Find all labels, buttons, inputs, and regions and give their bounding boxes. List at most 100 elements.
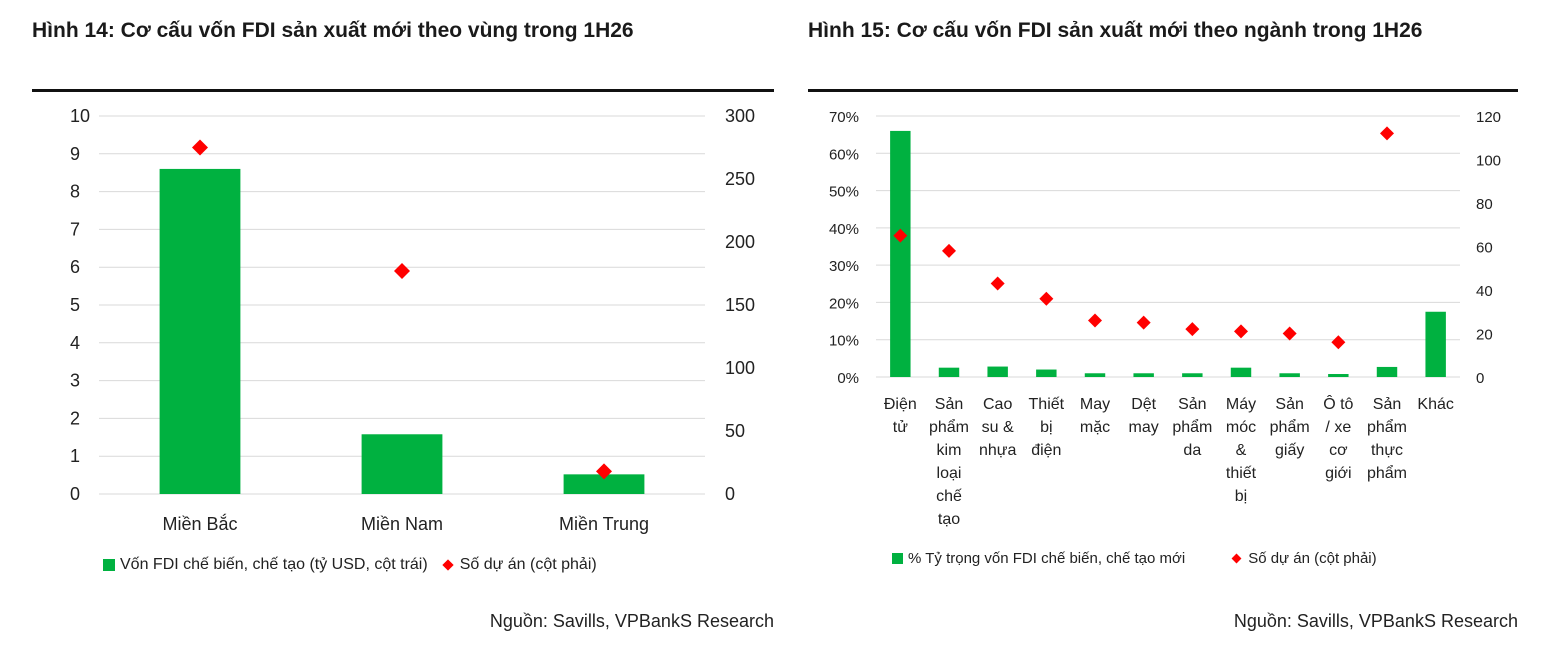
category-label: giấy: [1275, 442, 1304, 459]
y-left-tick-label: 10: [70, 106, 90, 126]
figure-15-title: Hình 15: Cơ cấu vốn FDI sản xuất mới the…: [808, 19, 1423, 42]
category-label: phẩm: [929, 418, 969, 436]
legend-bar-label: Vốn FDI chế biến, chế tạo (tỷ USD, cột t…: [120, 556, 428, 573]
category-label: móc: [1226, 419, 1256, 436]
category-label: su &: [982, 419, 1014, 436]
figure-14-title: Hình 14: Cơ cấu vốn FDI sản xuất mới the…: [32, 19, 634, 42]
y-left-tick-label: 7: [70, 219, 80, 239]
marker-diamond: [1234, 324, 1248, 339]
marker-diamond: [596, 463, 612, 480]
chart-14-legend: Vốn FDI chế biến, chế tạo (tỷ USD, cột t…: [103, 556, 597, 574]
marker-diamond: [192, 139, 208, 156]
y-right-tick-label: 50: [725, 421, 745, 441]
category-label: phẩm: [1172, 418, 1212, 436]
category-label: thiết: [1226, 465, 1257, 482]
y-right-tick-label: 120: [1476, 109, 1501, 126]
y-left-tick-label: 30%: [829, 258, 859, 275]
category-label: da: [1183, 442, 1201, 459]
y-left-tick-label: 0: [70, 484, 80, 504]
category-label: loại: [937, 465, 962, 482]
y-right-tick-label: 100: [725, 358, 755, 378]
y-left-tick-label: 8: [70, 182, 80, 202]
bar: [1133, 373, 1154, 377]
y-right-tick-label: 300: [725, 106, 755, 126]
y-left-tick-label: 70%: [829, 109, 859, 126]
category-label: Khác: [1417, 396, 1453, 413]
marker-diamond: [1185, 322, 1200, 337]
bar: [1376, 366, 1398, 377]
bar: [1425, 311, 1446, 377]
bar: [563, 474, 645, 494]
marker-diamond: [893, 228, 908, 243]
category-label: bị: [1235, 488, 1247, 505]
y-left-tick-label: 40%: [829, 221, 859, 238]
bar: [1036, 369, 1057, 377]
bar: [890, 130, 911, 377]
category-label: Sản: [1275, 396, 1303, 413]
figure-14-source: Nguồn: Savills, VPBankS Research: [489, 611, 774, 631]
marker-diamond: [1380, 126, 1394, 141]
y-left-tick-label: 0%: [837, 370, 859, 387]
figure-15: Hình 15: Cơ cấu vốn FDI sản xuất mới the…: [800, 0, 1544, 644]
legend-diamond-swatch: [442, 559, 454, 571]
bar: [159, 168, 241, 495]
category-label: phẩm: [1367, 464, 1407, 482]
chart-15: 0% 10% 20% 30% 40% 50% 60% 70% 0 20 40 60 80 100 120 Đi…: [829, 109, 1501, 528]
y-left-tick-label: 20%: [829, 295, 859, 312]
category-label: Máy: [1226, 396, 1256, 413]
category-label: Thiết: [1029, 396, 1065, 413]
category-label: tử: [893, 419, 908, 436]
figure-15-source: Nguồn: Savills, VPBankS Research: [1233, 611, 1518, 631]
category-label: phẩm: [1270, 418, 1310, 436]
y-right-tick-label: 0: [725, 484, 735, 504]
y-right-tick-label: 200: [725, 232, 755, 252]
category-label: điện: [1031, 442, 1061, 459]
marker-diamond: [1331, 335, 1346, 350]
category-label: chế: [936, 488, 962, 505]
legend-diamond-label: Số dự án (cột phải): [459, 556, 597, 573]
bar: [1230, 367, 1252, 377]
figure-14-rule: [32, 89, 774, 92]
chart-15-legend: % Tỷ trọng vốn FDI chế biến, chế tạo mới…: [892, 550, 1377, 567]
category-label: nhựa: [979, 442, 1017, 459]
y-right-tick-label: 250: [725, 169, 755, 189]
bar: [1084, 373, 1106, 377]
legend-bar-swatch: [103, 559, 115, 571]
category-label: Dệt: [1131, 396, 1156, 413]
y-right-tick-label: 80: [1476, 196, 1493, 213]
category-label: may: [1129, 419, 1159, 436]
bar: [1328, 374, 1349, 377]
y-right-tick-label: 60: [1476, 240, 1493, 257]
y-left-tick-label: 2: [70, 408, 80, 428]
marker-diamond: [1136, 315, 1151, 330]
category-label: mặc: [1080, 419, 1110, 436]
bar: [1279, 373, 1300, 377]
marker-diamond: [1282, 326, 1297, 341]
category-label: giới: [1325, 465, 1352, 482]
bar: [987, 366, 1008, 377]
category-label: Điện: [884, 396, 917, 413]
figure-15-rule: [808, 89, 1518, 92]
category-label: bị: [1040, 419, 1052, 436]
y-left-tick-label: 60%: [829, 146, 859, 163]
y-left-tick-label: 5: [70, 295, 80, 315]
category-label: / xe: [1325, 419, 1351, 436]
y-right-tick-label: 40: [1476, 283, 1493, 300]
category-label: Sản: [1373, 396, 1401, 413]
y-left-tick-label: 9: [70, 144, 80, 164]
figure-14: Hình 14: Cơ cấu vốn FDI sản xuất mới the…: [0, 0, 780, 644]
category-label: Cao: [983, 396, 1012, 413]
y-right-tick-label: 20: [1476, 327, 1493, 344]
y-left-tick-label: 1: [70, 446, 80, 466]
y-left-tick-label: 6: [70, 257, 80, 277]
category-label: cơ: [1329, 442, 1348, 459]
y-left-tick-label: 3: [70, 371, 80, 391]
legend-diamond-label: Số dự án (cột phải): [1248, 550, 1377, 567]
y-right-tick-label: 150: [725, 295, 755, 315]
category-label: kim: [937, 442, 962, 459]
legend-bar-label: % Tỷ trọng vốn FDI chế biến, chế tạo mới: [908, 550, 1186, 567]
y-right-tick-label: 0: [1476, 370, 1484, 387]
category-label: Miền Nam: [361, 514, 443, 534]
category-label: thực: [1371, 442, 1403, 459]
